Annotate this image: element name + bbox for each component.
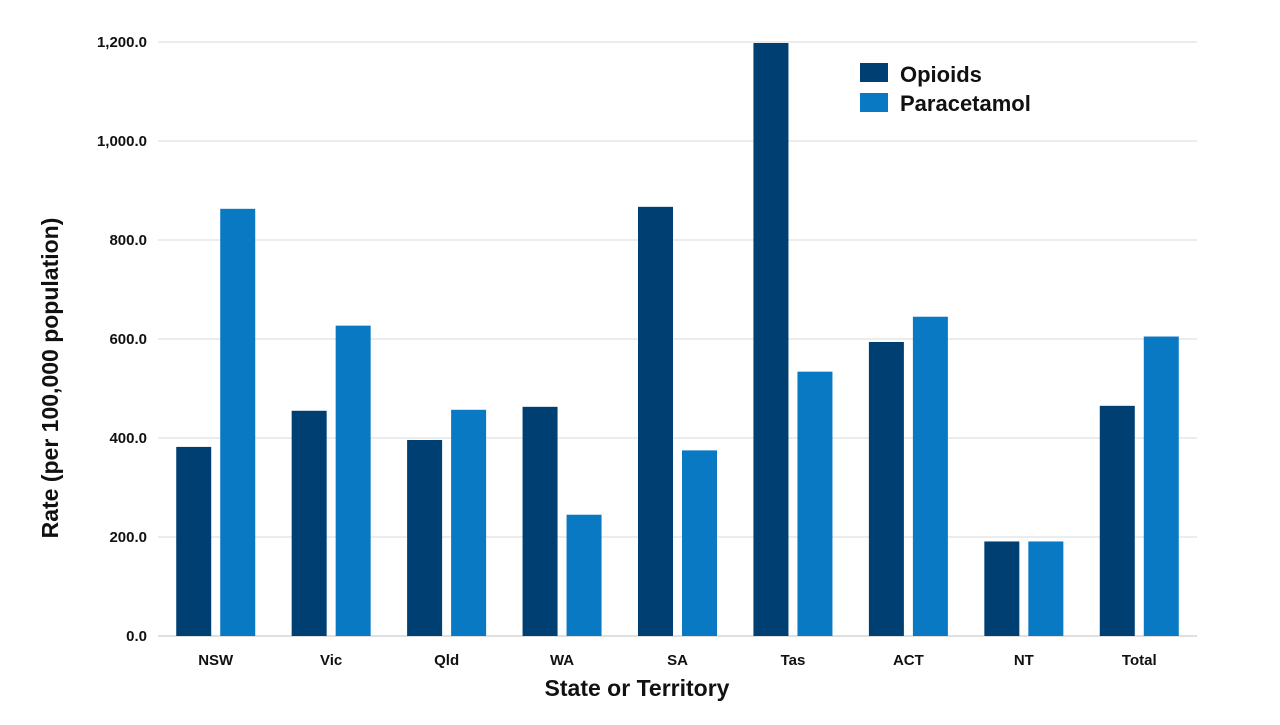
y-tick-label: 1,000.0	[97, 133, 147, 150]
bar-paracetamol-wa	[566, 514, 602, 636]
bar-opioids-nt	[984, 541, 1020, 636]
gridlines	[158, 41, 1197, 637]
bars	[176, 42, 1179, 637]
y-tick-label: 800.0	[109, 232, 147, 249]
bar-opioids-vic	[291, 410, 327, 636]
x-tick-label: SA	[667, 652, 688, 669]
y-tick-label: 1,200.0	[97, 34, 147, 51]
x-tick-label: NT	[1014, 652, 1034, 669]
bar-paracetamol-tas	[797, 371, 833, 636]
x-tick-label: Vic	[320, 652, 342, 669]
x-tick-label: ACT	[893, 652, 924, 669]
y-tick-label: 400.0	[109, 430, 147, 447]
y-tick-label: 200.0	[109, 529, 147, 546]
x-tick-label: Tas	[781, 652, 806, 669]
bar-paracetamol-nt	[1028, 541, 1064, 636]
bar-opioids-total	[1099, 405, 1135, 636]
bar-paracetamol-qld	[451, 409, 487, 636]
legend-swatch-opioids	[860, 63, 888, 82]
bar-opioids-sa	[638, 206, 673, 636]
bar-opioids-tas	[753, 42, 789, 637]
x-tick-label: NSW	[198, 652, 234, 669]
bar-paracetamol-act	[912, 316, 948, 636]
bar-paracetamol-vic	[335, 325, 371, 636]
legend: Opioids Paracetamol	[860, 62, 1031, 116]
y-axis-ticks: 0.0 200.0 400.0 600.0 800.0 1,000.0 1,200.0	[97, 34, 147, 645]
bar-opioids-wa	[522, 406, 558, 636]
bar-paracetamol-nsw	[220, 208, 256, 636]
legend-label-opioids: Opioids	[900, 62, 982, 87]
bar-paracetamol-sa	[682, 450, 717, 636]
y-tick-label: 600.0	[109, 331, 147, 348]
x-tick-label: WA	[550, 652, 574, 669]
bar-opioids-act	[868, 341, 904, 636]
y-tick-label: 0.0	[126, 628, 147, 645]
x-axis-ticks: NSW Vic Qld WA SA Tas ACT NT Total	[198, 652, 1156, 669]
legend-label-paracetamol: Paracetamol	[900, 91, 1031, 116]
bar-opioids-qld	[407, 439, 443, 636]
bar-opioids-nsw	[176, 446, 212, 636]
x-tick-label: Qld	[434, 652, 459, 669]
x-tick-label: Total	[1122, 652, 1157, 669]
legend-swatch-paracetamol	[860, 93, 888, 112]
bar-paracetamol-total	[1143, 336, 1179, 636]
x-axis-title: State or Territory	[545, 675, 730, 701]
y-axis-title: Rate (per 100,000 population)	[37, 218, 63, 539]
